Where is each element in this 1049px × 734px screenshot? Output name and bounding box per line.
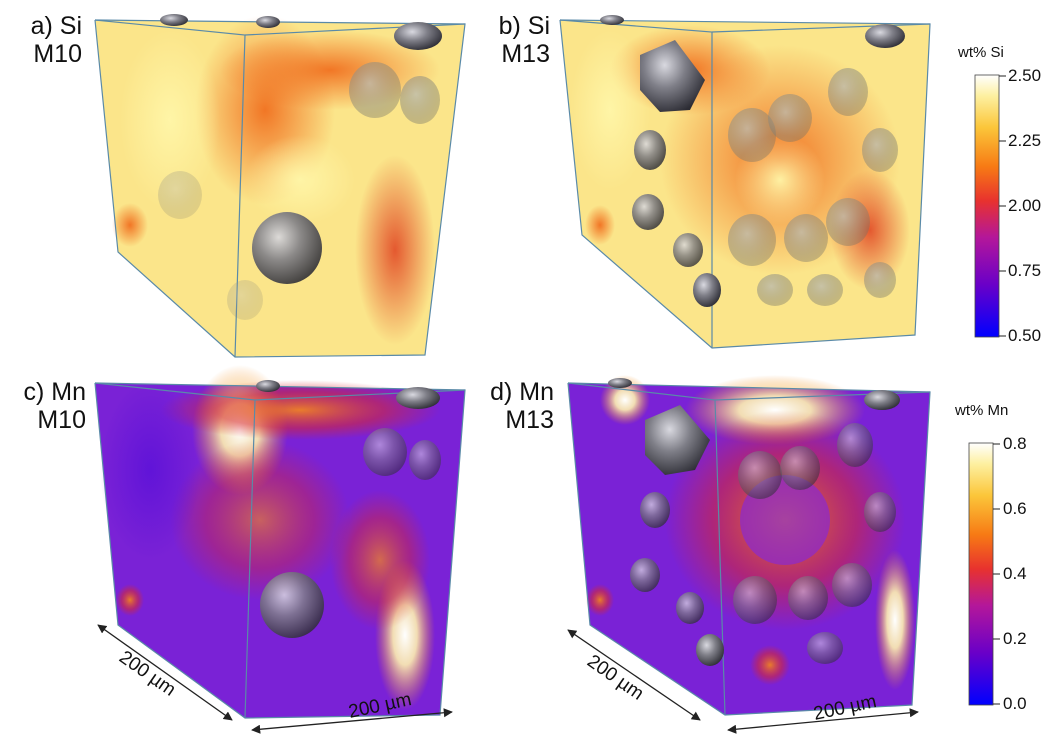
particle	[788, 576, 828, 620]
particle	[728, 214, 776, 266]
particle	[864, 262, 896, 298]
cube-si-m13	[559, 15, 931, 349]
particle	[832, 563, 872, 607]
particle	[673, 233, 703, 267]
panel-sample: M10	[33, 40, 82, 68]
panel-label-b: b) Si M13	[478, 12, 550, 68]
panel-element: Mn	[519, 378, 554, 406]
particle	[396, 387, 440, 409]
panel-sample: M13	[505, 406, 554, 434]
particle	[780, 446, 820, 490]
particle	[696, 634, 724, 666]
particle	[227, 280, 263, 320]
colorbar-mn-title: wt% Mn	[955, 402, 1009, 419]
colorbar-si-tick: 2.00	[1008, 196, 1042, 215]
particle	[807, 632, 843, 664]
panel-letter: d)	[490, 378, 513, 406]
particle	[768, 94, 812, 142]
colorbar-si-tick: 0.75	[1008, 261, 1042, 280]
particle	[784, 214, 828, 262]
particle	[632, 194, 664, 230]
particle	[394, 22, 442, 50]
particle	[728, 108, 776, 162]
particle	[862, 128, 898, 172]
colorbar-mn-tick: 0.6	[1003, 499, 1027, 518]
particle	[757, 274, 793, 306]
panel-letter: a)	[30, 12, 53, 40]
colorbar-mn-tick: 0.2	[1003, 629, 1027, 648]
colorbar-mn-tick: 0.8	[1003, 434, 1027, 453]
panel-sample: M13	[501, 40, 550, 68]
particle	[608, 378, 632, 388]
particle	[828, 68, 868, 116]
particle	[400, 76, 440, 124]
particle	[158, 171, 202, 219]
colorbar-si-title: wt% Si	[958, 44, 1004, 61]
particle	[640, 492, 670, 528]
particle	[645, 405, 710, 475]
particle	[600, 15, 624, 25]
panel-label-d: d) Mn M13	[474, 378, 554, 434]
particle	[634, 130, 666, 170]
panel-letter: b)	[498, 12, 521, 40]
particle	[837, 423, 873, 467]
particle	[693, 273, 721, 307]
particle	[160, 14, 188, 26]
particle	[733, 576, 777, 624]
particle	[256, 16, 280, 28]
particle	[256, 380, 280, 392]
particle	[260, 572, 324, 638]
particle	[349, 62, 401, 118]
particle	[640, 40, 705, 112]
particle	[864, 390, 900, 410]
panel-element: Si	[527, 12, 550, 40]
colorbar-mn	[968, 442, 1000, 706]
colorbar-si-tick: 2.25	[1008, 131, 1042, 150]
particle	[807, 274, 843, 306]
particle	[363, 428, 407, 476]
colorbar-si	[974, 74, 1006, 338]
particle	[676, 592, 704, 624]
panel-element: Si	[59, 12, 82, 40]
panel-label-a: a) Si M10	[10, 12, 82, 68]
particle	[826, 198, 870, 246]
panel-label-c: c) Mn M10	[6, 378, 86, 434]
particle	[865, 24, 905, 48]
colorbar-mn-tick: 0.4	[1003, 564, 1027, 583]
panel-sample: M10	[37, 406, 86, 434]
particle	[409, 440, 441, 480]
panel-letter: c)	[23, 378, 45, 406]
colorbar-mn-tick: 0.0	[1003, 694, 1027, 713]
particle	[738, 451, 782, 499]
particle	[252, 212, 322, 284]
particle	[864, 492, 896, 532]
colorbar-si-tick: 0.50	[1008, 326, 1042, 345]
cube-si-m10	[94, 14, 466, 358]
colorbar-si-tick: 2.50	[1008, 66, 1042, 85]
particle	[630, 558, 660, 592]
panel-element: Mn	[51, 378, 86, 406]
cube-mn-m13	[567, 375, 931, 716]
